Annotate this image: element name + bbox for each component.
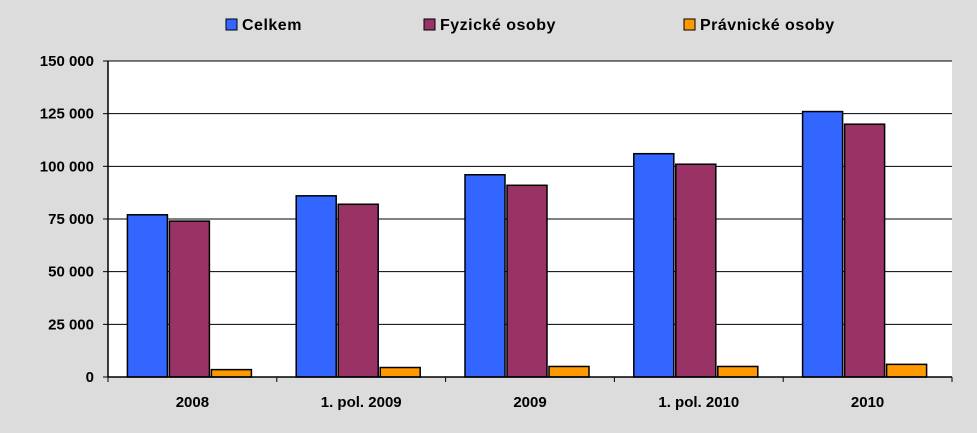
- y-tick-label: 75 000: [48, 211, 94, 228]
- bar-pr-vnick-osoby-3: [717, 365, 759, 378]
- legend: Celkem Fyzické osoby Právnické osoby: [225, 17, 835, 34]
- bar-celkem-0: [126, 214, 169, 378]
- y-tick-label: 150 000: [40, 53, 94, 70]
- y-axis-ticks: 0 25 000 50 000 75 000 100 000 125 000 150 000: [40, 53, 108, 386]
- bar-celkem-3: [633, 152, 675, 378]
- x-tick-label: 2008: [176, 394, 209, 411]
- legend-label-2: Právnické osoby: [700, 17, 835, 34]
- bar-celkem-2: [464, 174, 506, 378]
- y-tick-label: 125 000: [40, 106, 94, 123]
- bar-celkem-4: [801, 110, 844, 378]
- bar-fyzick-osoby-0: [168, 220, 211, 378]
- bar-pr-vnick-osoby-2: [548, 365, 590, 378]
- legend-swatch-0: [225, 18, 238, 31]
- x-tick-label: 2009: [513, 394, 546, 411]
- x-tick-label: 2010: [851, 394, 884, 411]
- legend-swatch-1: [423, 18, 436, 31]
- bar-pr-vnick-osoby-4: [885, 363, 928, 378]
- bar-fyzick-osoby-3: [675, 163, 717, 378]
- y-tick-label: 0: [86, 369, 94, 386]
- bar-pr-vnick-osoby-0: [210, 368, 253, 378]
- legend-label-0: Celkem: [242, 17, 302, 34]
- legend-swatch-2: [683, 18, 696, 31]
- y-tick-label: 100 000: [40, 158, 94, 175]
- legend-label-1: Fyzické osoby: [440, 17, 556, 34]
- x-tick-label: 1. pol. 2010: [658, 394, 739, 411]
- x-axis-ticks: 2008 1. pol. 2009 2009 1. pol. 2010 2010: [107, 377, 953, 411]
- bar-fyzick-osoby-2: [506, 184, 548, 378]
- bar-fyzick-osoby-4: [843, 123, 886, 378]
- bar-celkem-1: [295, 195, 337, 378]
- bars: [126, 110, 928, 378]
- x-tick-label: 1. pol. 2009: [321, 394, 402, 411]
- y-tick-label: 25 000: [48, 316, 94, 333]
- bar-pr-vnick-osoby-1: [379, 366, 421, 378]
- y-tick-label: 50 000: [48, 264, 94, 281]
- bar-fyzick-osoby-1: [337, 203, 379, 378]
